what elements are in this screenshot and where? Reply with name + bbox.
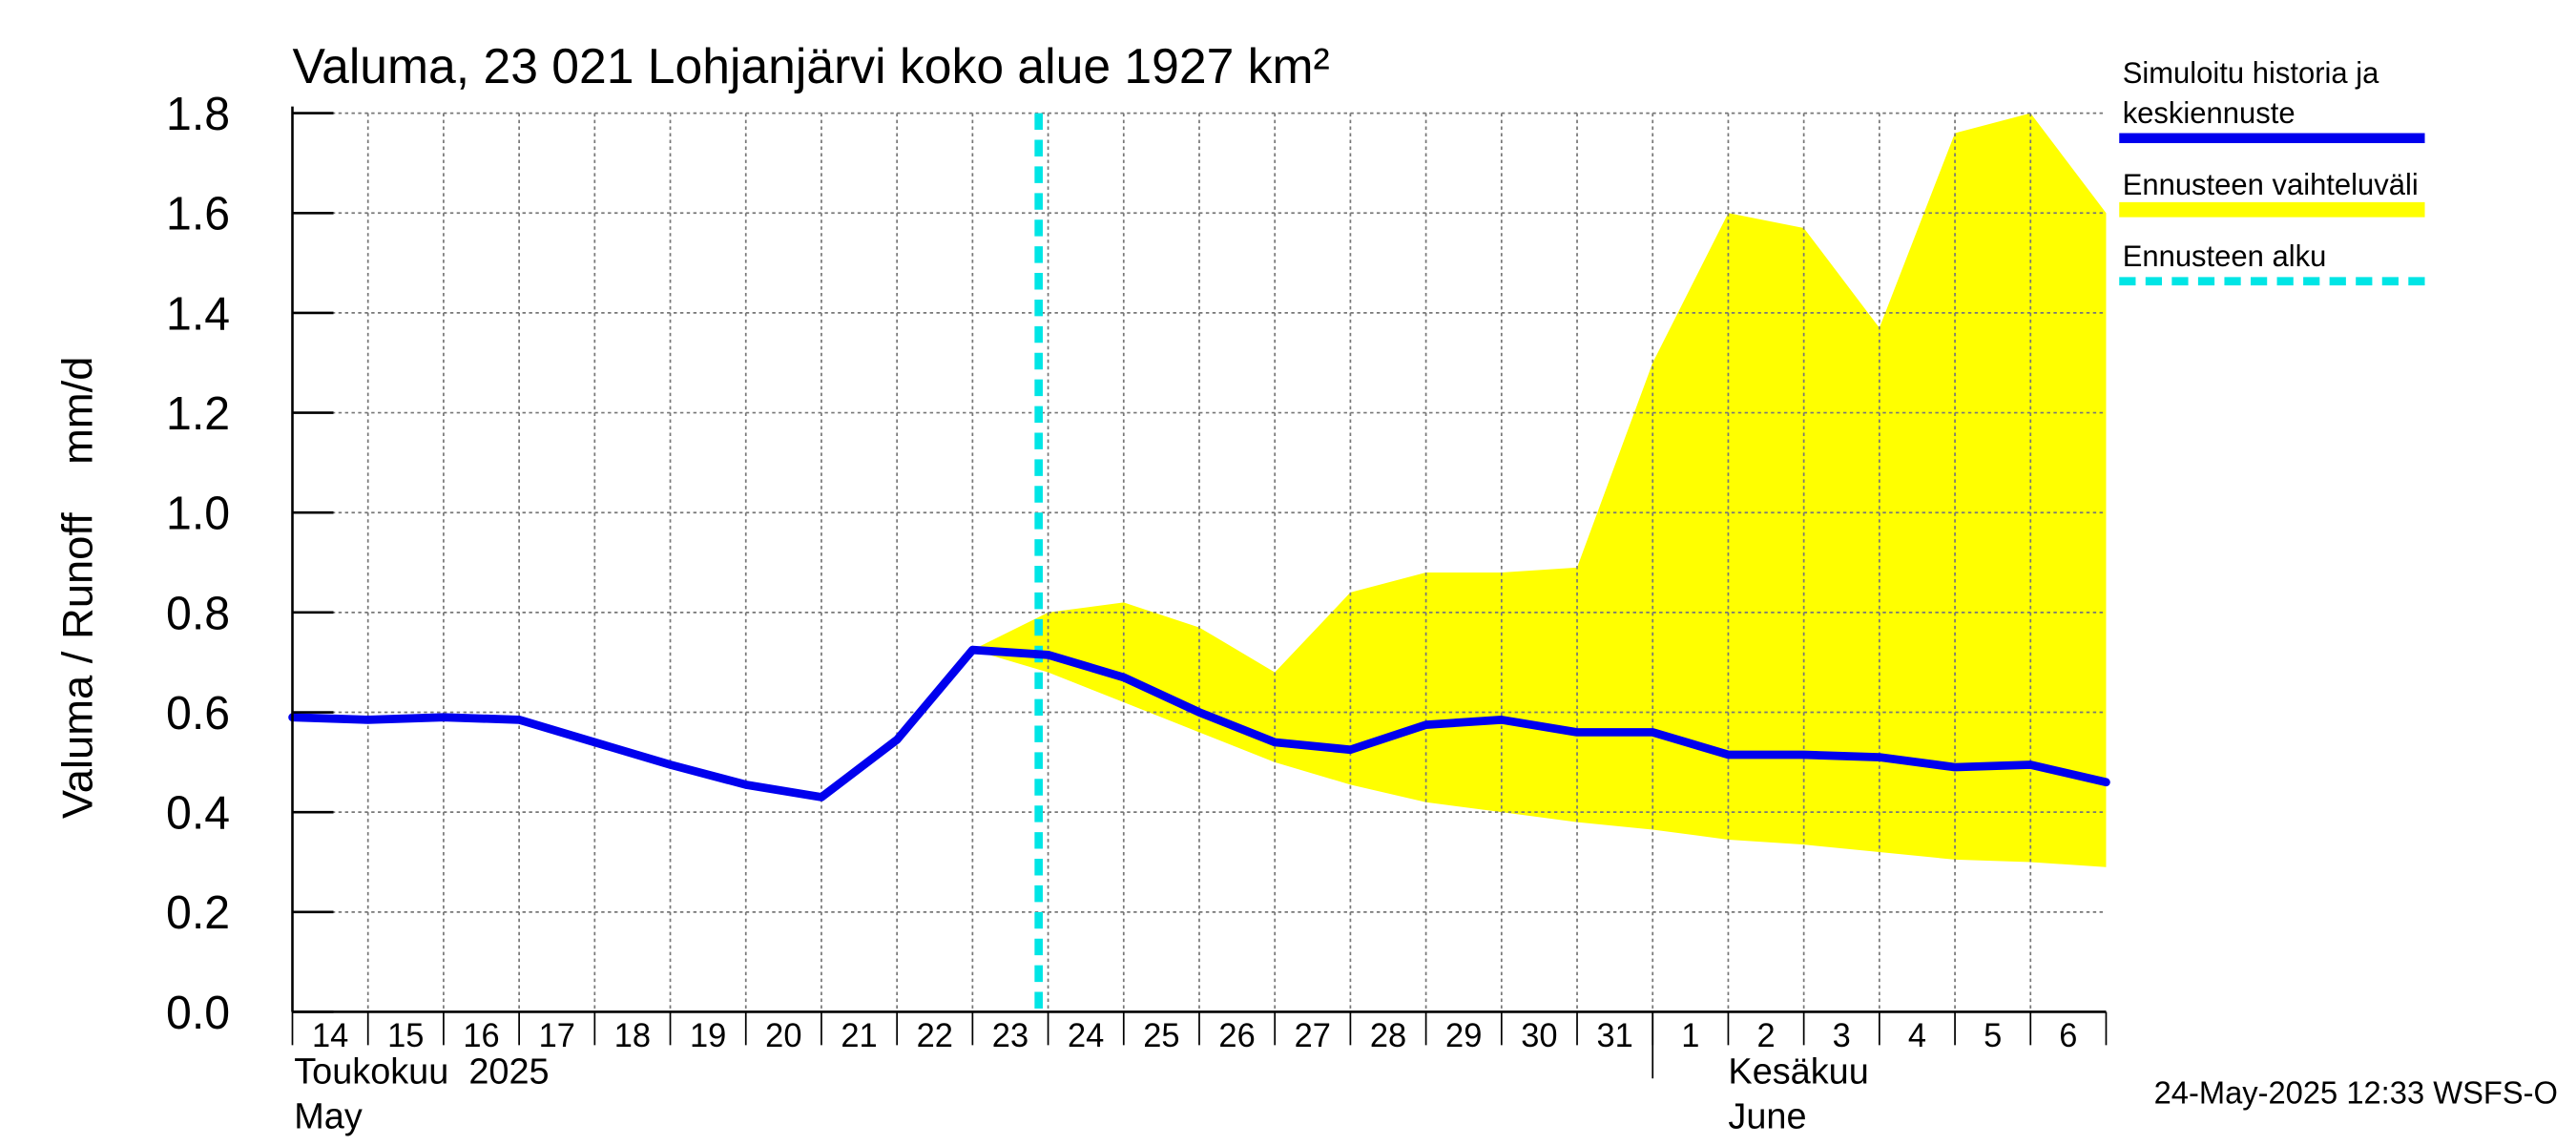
- x-tick-label: 26: [1218, 1018, 1255, 1054]
- y-tick-label: 0.6: [166, 688, 230, 739]
- x-tick-label: 23: [992, 1018, 1028, 1054]
- y-axis-ticks: 0.0 0.2 0.4 0.6 0.8 1.0 1.2 1.4 1.6 1.8: [166, 89, 334, 1039]
- x-tick-label: 20: [765, 1018, 801, 1054]
- y-tick-label: 1.0: [166, 488, 230, 539]
- x-tick-label: 29: [1445, 1018, 1482, 1054]
- series-line-simulated: [288, 645, 2110, 802]
- month-label-june-en: June: [1728, 1095, 1806, 1136]
- x-tick-label: 15: [387, 1018, 424, 1054]
- timestamp: 24-May-2025 12:33 WSFS-O: [2154, 1074, 2558, 1110]
- series-layer: [288, 645, 2110, 802]
- legend-label-forecast-start: Ennusteen alku: [2123, 239, 2327, 273]
- y-tick-label: 0.2: [166, 887, 230, 939]
- x-tick-label: 28: [1370, 1018, 1406, 1054]
- x-tick-label: 4: [1908, 1018, 1926, 1054]
- x-tick-label: 16: [463, 1018, 499, 1054]
- legend-label-simulated-line2: keskiennuste: [2123, 96, 2296, 130]
- month-label-may-fi: Toukokuu 2025: [294, 1051, 549, 1092]
- chart-title: Valuma, 23 021 Lohjanjärvi koko alue 192…: [292, 39, 1329, 94]
- y-axis-label: Valuma / Runoff mm/d: [53, 357, 102, 820]
- x-tick-label: 22: [917, 1018, 953, 1054]
- y-tick-label: 1.4: [166, 288, 230, 340]
- forecast-range-area: [972, 113, 2107, 867]
- x-axis-ticks: 14 15 16 17 18 19 20 21 22 23 24 25 26 27 28 29 30 31 1 2 3 4…: [291, 1011, 2108, 1054]
- x-tick-label: 30: [1521, 1018, 1557, 1054]
- forecast-range-band: [972, 113, 2107, 867]
- y-tick-label: 1.2: [166, 388, 230, 440]
- x-tick-label: 31: [1596, 1018, 1632, 1054]
- grid-lines: [292, 112, 2107, 1012]
- legend: Simuloitu historia ja keskiennuste Ennus…: [2119, 56, 2425, 286]
- x-tick-label: 21: [841, 1018, 877, 1054]
- x-tick-label: 2: [1756, 1018, 1775, 1054]
- y-tick-label: 0.4: [166, 787, 230, 839]
- y-tick-label: 0.0: [166, 988, 230, 1039]
- month-label-june-fi: Kesäkuu: [1728, 1051, 1868, 1092]
- x-tick-label: 3: [1833, 1018, 1851, 1054]
- y-tick-label: 0.8: [166, 588, 230, 639]
- month-label-may-en: May: [294, 1095, 363, 1136]
- x-tick-label: 19: [690, 1018, 726, 1054]
- legend-label-range: Ennusteen vaihteluväli: [2123, 168, 2419, 201]
- y-tick-label: 1.8: [166, 89, 230, 140]
- x-tick-label: 27: [1295, 1018, 1331, 1054]
- x-tick-label: 17: [539, 1018, 575, 1054]
- legend-label-simulated-line1: Simuloitu historia ja: [2123, 56, 2379, 90]
- y-tick-label: 1.6: [166, 188, 230, 239]
- x-tick-label: 1: [1681, 1018, 1699, 1054]
- x-tick-label: 6: [2059, 1018, 2077, 1054]
- x-tick-label: 14: [312, 1018, 348, 1054]
- x-tick-label: 24: [1068, 1018, 1104, 1054]
- x-tick-label: 18: [614, 1018, 651, 1054]
- x-tick-label: 5: [1984, 1018, 2002, 1054]
- x-tick-label: 25: [1143, 1018, 1179, 1054]
